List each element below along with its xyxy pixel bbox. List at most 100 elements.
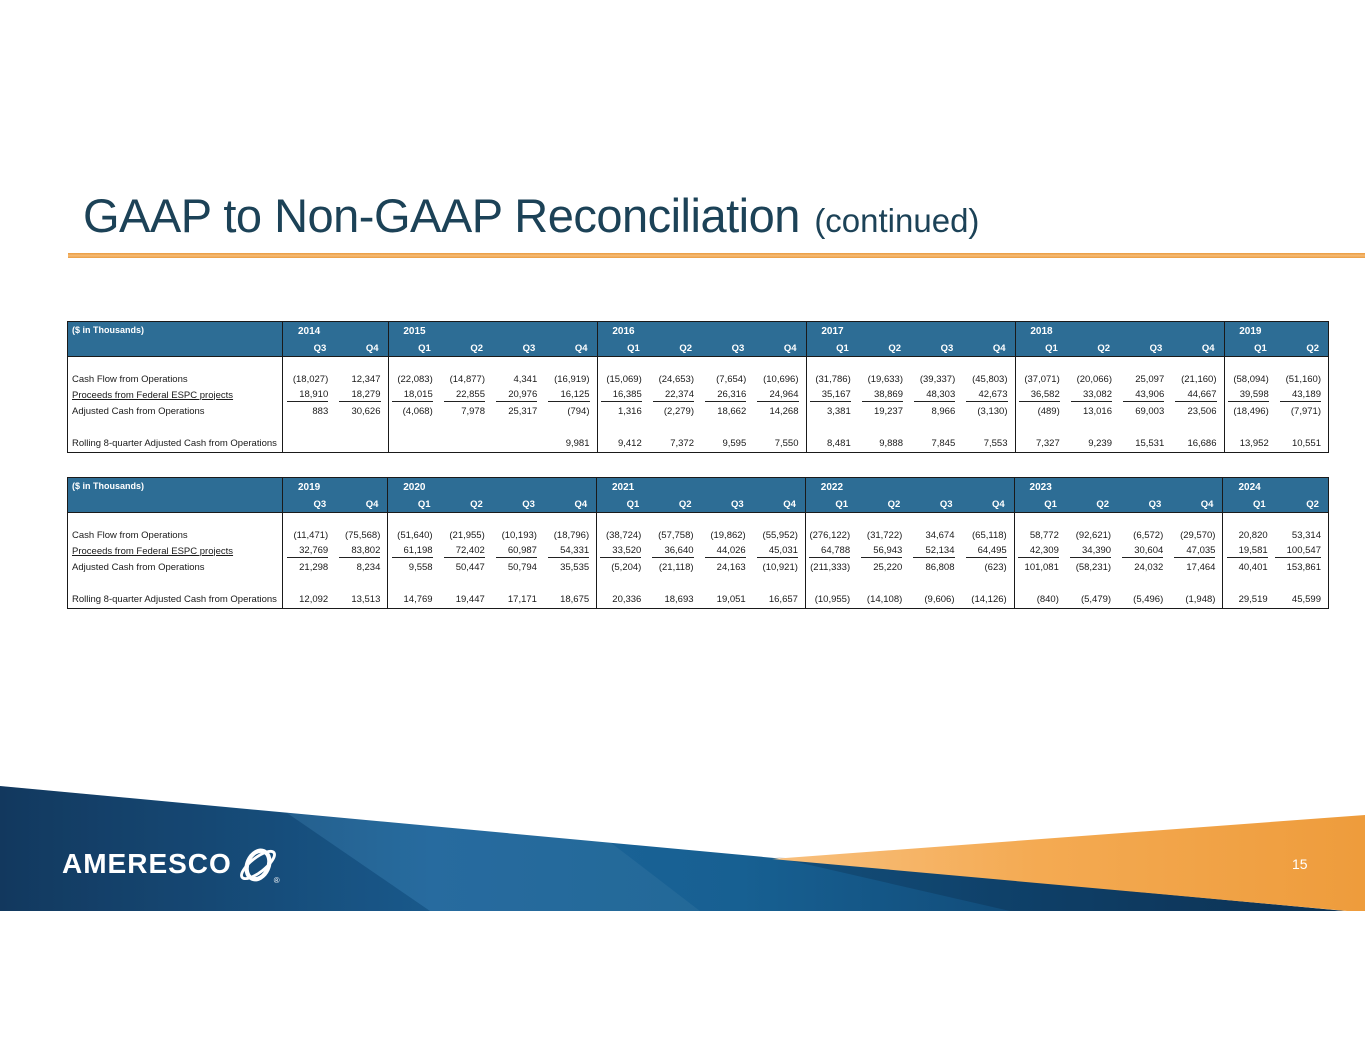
value-cell: (38,724) bbox=[596, 527, 648, 543]
value-cell bbox=[492, 513, 544, 527]
registered-trademark-icon: ® bbox=[273, 876, 280, 885]
value-cell: (14,108) bbox=[857, 591, 909, 608]
value-text: 14,268 bbox=[769, 405, 799, 417]
value-text: 8,234 bbox=[356, 561, 381, 573]
value-cell: (18,027) bbox=[283, 371, 335, 387]
value-text: 7,372 bbox=[670, 438, 694, 449]
value-text: 9,888 bbox=[879, 438, 903, 449]
value-text: 26,316 bbox=[705, 389, 747, 402]
value-cell bbox=[909, 513, 961, 527]
value-cell: (1,948) bbox=[1170, 591, 1222, 608]
value-text: (6,572) bbox=[1133, 529, 1164, 541]
value-cell: 17,464 bbox=[1170, 559, 1222, 575]
value-cell bbox=[440, 575, 492, 591]
value-cell bbox=[544, 419, 596, 435]
value-cell bbox=[387, 435, 440, 452]
value-text: 101,081 bbox=[1024, 561, 1059, 573]
value-text: 18,279 bbox=[339, 389, 381, 402]
value-cell: 23,506 bbox=[1171, 403, 1223, 419]
value-text: (5,479) bbox=[1080, 594, 1112, 605]
year-label: 2014 bbox=[298, 325, 321, 337]
page-title-continued: (continued) bbox=[814, 202, 980, 239]
value-text: 64,788 bbox=[809, 545, 851, 558]
quarter-header: Q1 bbox=[1014, 340, 1067, 357]
quarter-header: Q3 bbox=[1118, 496, 1171, 513]
value-cell bbox=[544, 575, 596, 591]
year-header: 2024 bbox=[1222, 478, 1328, 496]
ameresco-logo: AMERESCO ® bbox=[62, 840, 280, 888]
year-header: 2021 bbox=[596, 478, 805, 496]
value-text: 38,869 bbox=[861, 389, 903, 402]
value-cell bbox=[805, 357, 858, 371]
value-cell: 24,964 bbox=[753, 387, 805, 403]
value-text: 18,662 bbox=[717, 405, 747, 417]
value-cell: 20,976 bbox=[492, 387, 544, 403]
value-cell: (18,796) bbox=[544, 527, 596, 543]
value-cell bbox=[910, 357, 962, 371]
value-cell: 9,412 bbox=[596, 435, 649, 452]
value-text: (1,948) bbox=[1185, 594, 1216, 605]
value-text: 39,598 bbox=[1227, 389, 1269, 402]
value-cell: (5,496) bbox=[1118, 591, 1170, 608]
value-cell: 53,314 bbox=[1275, 527, 1328, 543]
value-text: 58,772 bbox=[1029, 529, 1059, 541]
value-text: 54,331 bbox=[548, 545, 590, 558]
value-cell bbox=[387, 357, 440, 371]
value-cell bbox=[283, 419, 335, 435]
value-text: (5,204) bbox=[611, 561, 642, 573]
value-cell: 100,547 bbox=[1274, 543, 1328, 559]
value-text: (14,108) bbox=[866, 594, 903, 605]
quarter-header: Q2 bbox=[857, 496, 910, 513]
value-cell bbox=[387, 419, 440, 435]
year-header: 2019 bbox=[1223, 322, 1328, 340]
value-cell bbox=[492, 435, 544, 452]
value-text: 42,309 bbox=[1017, 545, 1059, 558]
value-cell: 86,808 bbox=[909, 559, 961, 575]
value-cell: (6,572) bbox=[1118, 527, 1170, 543]
value-text: 34,674 bbox=[925, 529, 955, 541]
value-text: (21,955) bbox=[449, 529, 485, 541]
value-cell bbox=[962, 419, 1014, 435]
year-label: 2016 bbox=[612, 325, 635, 337]
value-text: (19,633) bbox=[867, 373, 903, 385]
value-cell: (57,758) bbox=[648, 527, 700, 543]
value-cell: 16,657 bbox=[753, 591, 805, 608]
quarter-header: Q1 bbox=[805, 340, 858, 357]
value-cell: 83,802 bbox=[335, 543, 387, 559]
value-text: 20,336 bbox=[612, 594, 642, 605]
value-cell: 14,769 bbox=[387, 591, 439, 608]
value-cell bbox=[387, 513, 439, 527]
quarter-header: Q3 bbox=[910, 340, 963, 357]
page-title-text: GAAP to Non-GAAP Reconciliation bbox=[83, 189, 800, 242]
value-cell: 21,298 bbox=[283, 559, 335, 575]
value-text: 48,303 bbox=[914, 389, 956, 402]
value-cell bbox=[440, 419, 492, 435]
quarter-header: Q1 bbox=[1013, 496, 1066, 513]
value-text: (2,279) bbox=[663, 405, 694, 417]
value-text: (21,118) bbox=[658, 561, 694, 573]
value-cell bbox=[857, 513, 909, 527]
value-cell bbox=[753, 419, 805, 435]
value-text: 15,531 bbox=[1135, 438, 1165, 449]
row-label: Proceeds from Federal ESPC projects bbox=[68, 387, 283, 403]
value-cell: 101,081 bbox=[1013, 559, 1066, 575]
value-text: 4,341 bbox=[513, 373, 538, 385]
value-text: (840) bbox=[1036, 594, 1059, 605]
value-cell bbox=[1276, 419, 1328, 435]
year-header: 2016 bbox=[596, 322, 806, 340]
value-cell bbox=[1275, 513, 1328, 527]
value-cell: 56,943 bbox=[857, 543, 909, 559]
value-cell bbox=[858, 357, 910, 371]
value-cell bbox=[857, 575, 909, 591]
quarter-header: Q3 bbox=[283, 340, 336, 357]
logo-wordmark: AMERESCO bbox=[62, 848, 232, 879]
value-cell bbox=[753, 357, 805, 371]
value-cell: 50,447 bbox=[440, 559, 492, 575]
value-cell: 52,134 bbox=[909, 543, 961, 559]
value-cell: (11,471) bbox=[283, 527, 335, 543]
value-text: 7,845 bbox=[931, 438, 956, 449]
value-text: 61,198 bbox=[391, 545, 433, 558]
value-cell: (840) bbox=[1013, 591, 1066, 608]
value-text: 43,189 bbox=[1279, 389, 1321, 402]
value-text: 69,003 bbox=[1135, 405, 1165, 417]
